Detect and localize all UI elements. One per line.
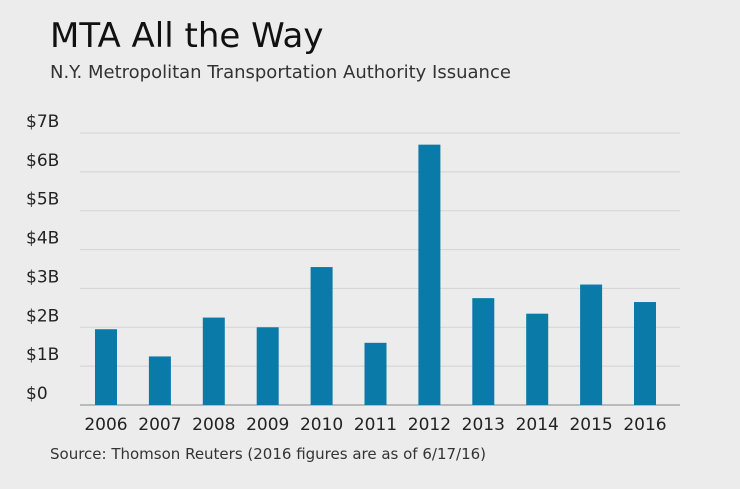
x-tick-label: 2012 [408,415,451,435]
x-tick-label: 2006 [84,415,127,435]
bar-2009 [256,327,279,405]
bar-2012 [418,144,441,405]
y-axis-ticks: $0 $1B $2B $3B $4B $5B $6B $7B [26,112,59,404]
x-tick-label: 2009 [246,415,289,435]
bar-2010 [310,267,333,405]
y-tick-label: $3B [26,267,59,287]
bar-2016 [634,302,656,405]
x-tick-label: 2007 [138,415,181,435]
y-tick-label: $2B [26,306,59,326]
source-note: Source: Thomson Reuters (2016 figures ar… [50,445,487,463]
x-axis-ticks: 2006 2007 2008 2009 2010 2011 2012 2013 2014 2015… [84,415,666,435]
bar-2015 [580,284,603,405]
x-tick-label: 2011 [354,415,397,435]
bar-2006 [95,329,117,405]
x-tick-label: 2010 [300,415,343,435]
bar-2008 [202,317,225,405]
chart-subtitle: N.Y. Metropolitan Transportation Authori… [50,62,511,83]
bar-2014 [526,313,549,405]
x-tick-label: 2014 [516,415,559,435]
y-tick-label: $1B [26,345,59,365]
bar-2011 [364,342,387,405]
y-tick-label: $0 [26,384,48,404]
bars [95,144,656,405]
y-tick-label: $7B [26,112,59,132]
y-tick-label: $6B [26,151,59,171]
y-tick-label: $4B [26,229,59,249]
x-tick-label: 2008 [192,415,235,435]
bar-2013 [472,298,495,405]
chart-title: MTA All the Way [50,16,324,56]
x-tick-label: 2015 [569,415,612,435]
bar-2007 [148,356,171,405]
x-tick-label: 2013 [462,415,505,435]
x-tick-label: 2016 [623,415,666,435]
y-tick-label: $5B [26,190,59,210]
